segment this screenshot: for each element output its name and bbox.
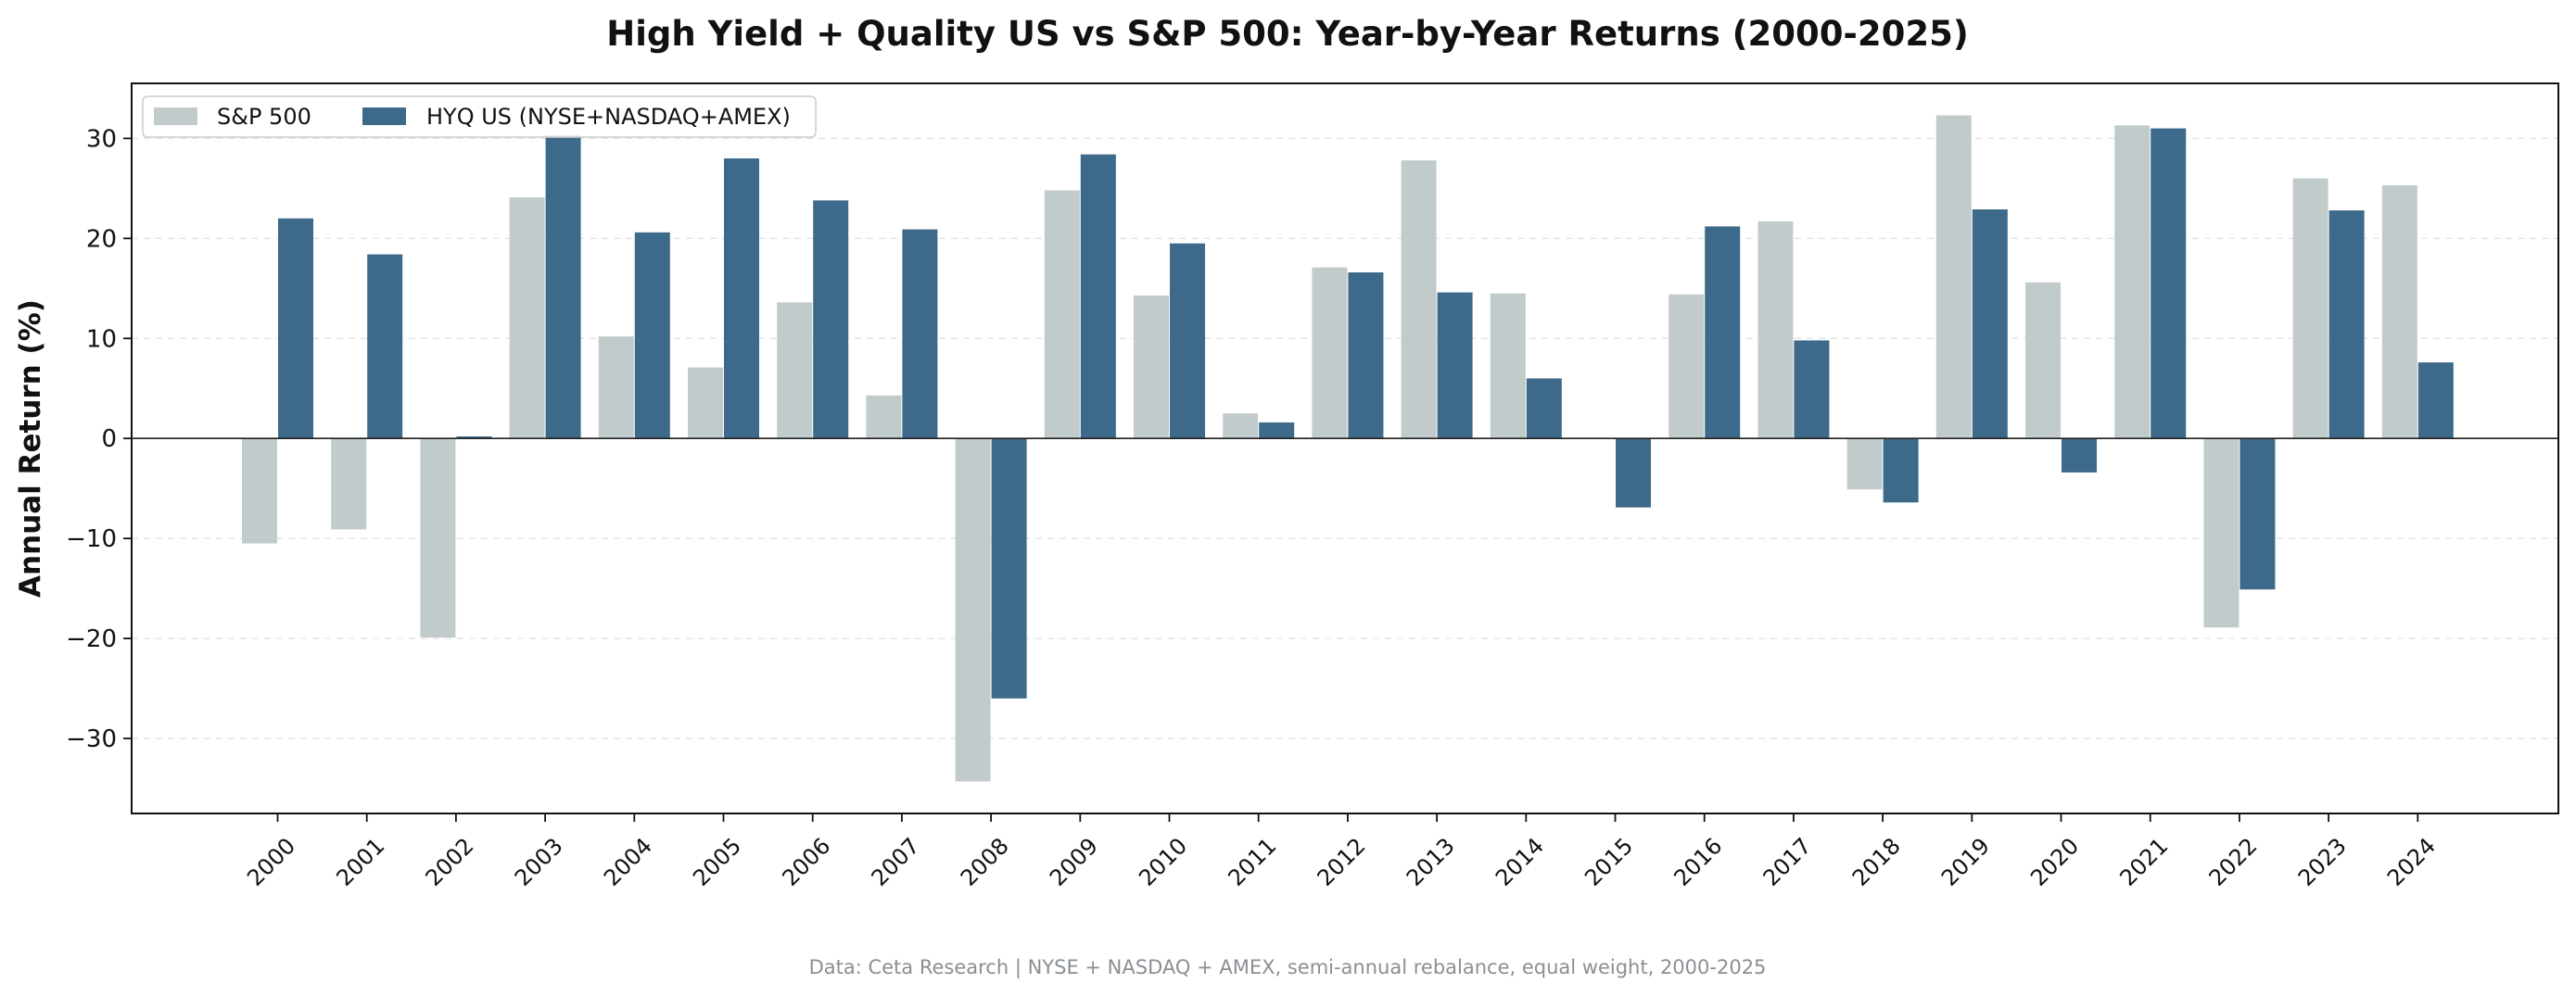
y-tick-label: −20: [66, 625, 117, 653]
x-tick-label: 2023: [2293, 833, 2352, 891]
bar-sp500-2003: [509, 197, 545, 439]
bar-hyq-2006: [813, 200, 849, 439]
legend-swatch-sp500: [154, 107, 197, 125]
bar-hyq-2023: [2329, 210, 2365, 439]
bar-hyq-2008: [991, 438, 1027, 699]
bar-hyq-2003: [545, 135, 581, 439]
legend: S&P 500 HYQ US (NYSE+NASDAQ+AMEX): [142, 95, 817, 138]
bar-sp500-2005: [688, 367, 723, 439]
y-tick-label: −10: [66, 525, 117, 553]
bar-sp500-2010: [1134, 295, 1169, 439]
legend-label-sp500: S&P 500: [217, 104, 311, 130]
x-tick-label: 2008: [956, 833, 1014, 891]
bar-hyq-2001: [367, 254, 403, 439]
bar-hyq-2004: [634, 232, 670, 439]
y-tick-label: 20: [86, 225, 117, 253]
source-note: Data: Ceta Research | NYSE + NASDAQ + AM…: [809, 956, 1767, 979]
plot-frame: [131, 82, 2559, 814]
x-tick-label: 2005: [688, 833, 746, 891]
bar-sp500-2016: [1669, 294, 1705, 439]
y-tick-label: −30: [66, 725, 117, 753]
bar-sp500-2023: [2292, 178, 2329, 439]
bar-hyq-2016: [1705, 226, 1741, 439]
x-tick-label: 2015: [1580, 833, 1638, 891]
bar-sp500-2004: [598, 336, 634, 439]
x-tick-label: 2016: [1669, 833, 1727, 891]
bar-sp500-2007: [866, 395, 902, 439]
x-tick-label: 2010: [1134, 833, 1192, 891]
bar-hyq-2017: [1794, 340, 1830, 439]
x-tick-label: 2001: [331, 833, 389, 891]
bar-sp500-2001: [331, 438, 367, 530]
x-tick-label: 2012: [1313, 833, 1371, 891]
y-tick-label: 0: [101, 425, 117, 453]
bar-sp500-2021: [2114, 125, 2151, 439]
bar-hyq-2024: [2417, 362, 2454, 439]
x-tick-label: 2019: [1936, 833, 1995, 891]
bars: [242, 115, 2454, 782]
x-tick-label: 2017: [1758, 833, 1817, 891]
x-tick-label: 2002: [421, 833, 479, 891]
bar-sp500-2014: [1490, 293, 1526, 439]
bar-sp500-2006: [777, 302, 813, 439]
x-tick-label: 2014: [1491, 833, 1549, 891]
x-tick-label: 2021: [2114, 833, 2173, 891]
bar-hyq-2000: [278, 218, 313, 439]
x-tick-label: 2022: [2204, 833, 2263, 891]
bar-hyq-2015: [1616, 438, 1651, 508]
bar-sp500-2012: [1312, 267, 1348, 439]
y-tick-label: 10: [86, 325, 117, 353]
bar-sp500-2020: [2025, 282, 2061, 439]
x-tick-label: 2009: [1045, 833, 1103, 891]
bar-hyq-2011: [1259, 422, 1295, 439]
y-tick-label: 30: [86, 125, 117, 153]
x-tick-label: 2003: [510, 833, 568, 891]
bar-sp500-2017: [1758, 221, 1794, 439]
bar-hyq-2010: [1170, 243, 1205, 439]
x-tick-label: 2000: [242, 833, 300, 891]
legend-swatch-hyq: [362, 107, 406, 125]
bar-sp500-2018: [1846, 438, 1883, 490]
bar-hyq-2005: [724, 158, 759, 439]
bar-hyq-2021: [2151, 128, 2187, 439]
legend-box: [142, 95, 817, 138]
bar-sp500-2024: [2381, 185, 2417, 439]
x-tick-label: 2007: [867, 833, 925, 891]
bar-sp500-2022: [2203, 438, 2240, 628]
chart-title: High Yield + Quality US vs S&P 500: Year…: [606, 14, 1969, 54]
y-axis: −30 −20 −10 0 10 20 30: [66, 125, 132, 753]
bar-hyq-2020: [2062, 438, 2097, 473]
x-tick-label: 2024: [2382, 833, 2441, 891]
bar-sp500-2002: [420, 438, 456, 638]
bar-hyq-2019: [1972, 209, 2008, 439]
legend-label-hyq: HYQ US (NYSE+NASDAQ+AMEX): [426, 104, 791, 130]
x-tick-label: 2013: [1402, 833, 1460, 891]
bar-sp500-2011: [1223, 413, 1259, 439]
bar-hyq-2012: [1348, 272, 1384, 439]
bar-hyq-2013: [1437, 292, 1473, 439]
bar-hyq-2007: [902, 229, 938, 439]
x-tick-label: 2006: [777, 833, 835, 891]
bar-hyq-2014: [1526, 378, 1562, 439]
bar-hyq-2002: [456, 436, 492, 439]
bar-sp500-2019: [1935, 115, 1972, 439]
x-tick-label: 2018: [1847, 833, 1906, 891]
x-tick-label: 2004: [599, 833, 657, 891]
x-tick-label: 2011: [1223, 833, 1281, 891]
bar-hyq-2018: [1883, 438, 1919, 503]
bar-hyq-2009: [1080, 154, 1116, 439]
bar-sp500-2009: [1044, 190, 1080, 439]
y-axis-label: Annual Return (%): [14, 299, 47, 598]
x-tick-label: 2020: [2025, 833, 2084, 891]
bar-hyq-2022: [2240, 438, 2276, 590]
bar-sp500-2008: [955, 438, 991, 782]
bar-sp500-2013: [1401, 160, 1437, 439]
x-axis: 2000 2001 2002 2003 2004 2005 2006 2007 2008 2009…: [242, 813, 2441, 891]
bar-sp500-2000: [242, 438, 277, 544]
